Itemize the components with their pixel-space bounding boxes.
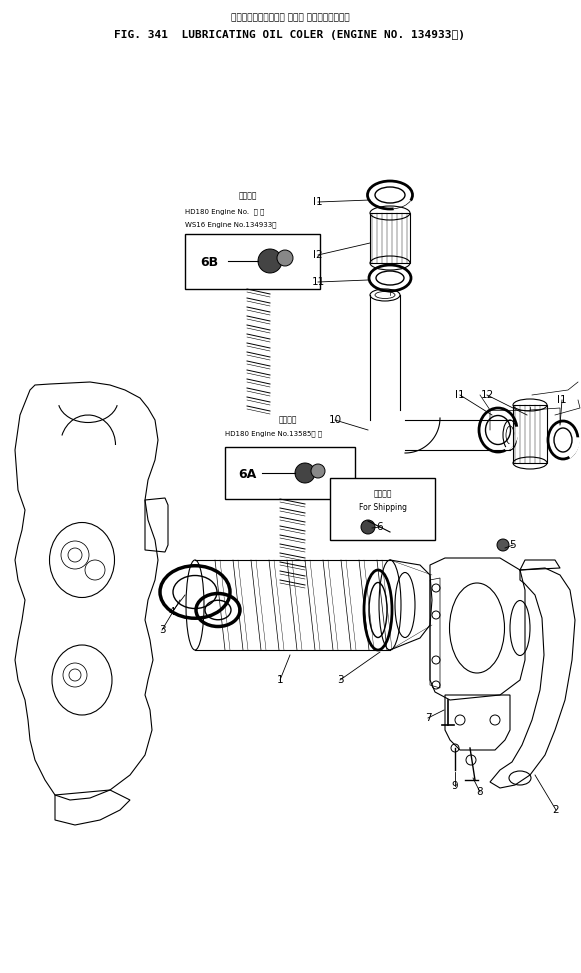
Text: 適用号機: 適用号機 bbox=[239, 192, 257, 200]
Text: For Shipping: For Shipping bbox=[359, 502, 407, 512]
Bar bbox=[513, 405, 547, 463]
Text: 12: 12 bbox=[480, 390, 494, 400]
Text: 11: 11 bbox=[311, 277, 325, 287]
Text: 6: 6 bbox=[376, 522, 383, 532]
Text: HD180 Engine No.13585～ ．: HD180 Engine No.13585～ ． bbox=[225, 431, 322, 437]
Bar bbox=[370, 213, 410, 263]
Text: HD180 Engine No.  ・ ～: HD180 Engine No. ・ ～ bbox=[185, 208, 264, 215]
Circle shape bbox=[361, 520, 375, 534]
Text: WS16 Engine No.134933～: WS16 Engine No.134933～ bbox=[185, 222, 277, 229]
Circle shape bbox=[311, 464, 325, 478]
Text: 2: 2 bbox=[553, 805, 560, 815]
Circle shape bbox=[497, 539, 509, 551]
Text: 10: 10 bbox=[328, 415, 342, 425]
Bar bbox=[185, 234, 320, 289]
Text: 適用号機: 適用号機 bbox=[279, 415, 297, 424]
Text: 6B: 6B bbox=[200, 256, 218, 269]
Text: 9: 9 bbox=[451, 781, 458, 791]
Text: 運搜部品: 運搜部品 bbox=[374, 489, 392, 498]
Text: 1: 1 bbox=[277, 675, 284, 685]
Circle shape bbox=[258, 249, 282, 273]
Text: 7: 7 bbox=[425, 713, 431, 723]
Text: 8: 8 bbox=[476, 787, 483, 797]
Bar bbox=[225, 447, 355, 499]
Text: I1: I1 bbox=[313, 197, 323, 207]
Text: 3: 3 bbox=[336, 675, 343, 685]
Text: FIG. 341  LUBRICATING OIL COLER (ENGINE NO. 134933－): FIG. 341 LUBRICATING OIL COLER (ENGINE N… bbox=[114, 30, 465, 40]
Text: 4: 4 bbox=[168, 607, 175, 617]
Text: 6A: 6A bbox=[238, 467, 256, 481]
Text: ルーブリケーティング オイル クーラ　適用号機: ルーブリケーティング オイル クーラ 適用号機 bbox=[231, 14, 349, 22]
Bar bbox=[330, 478, 435, 540]
Text: 5: 5 bbox=[510, 540, 517, 550]
Text: I1: I1 bbox=[455, 390, 465, 400]
Circle shape bbox=[277, 250, 293, 266]
Text: I2: I2 bbox=[313, 250, 323, 260]
Circle shape bbox=[295, 463, 315, 483]
Text: 3: 3 bbox=[159, 625, 166, 635]
Text: I1: I1 bbox=[557, 395, 567, 405]
